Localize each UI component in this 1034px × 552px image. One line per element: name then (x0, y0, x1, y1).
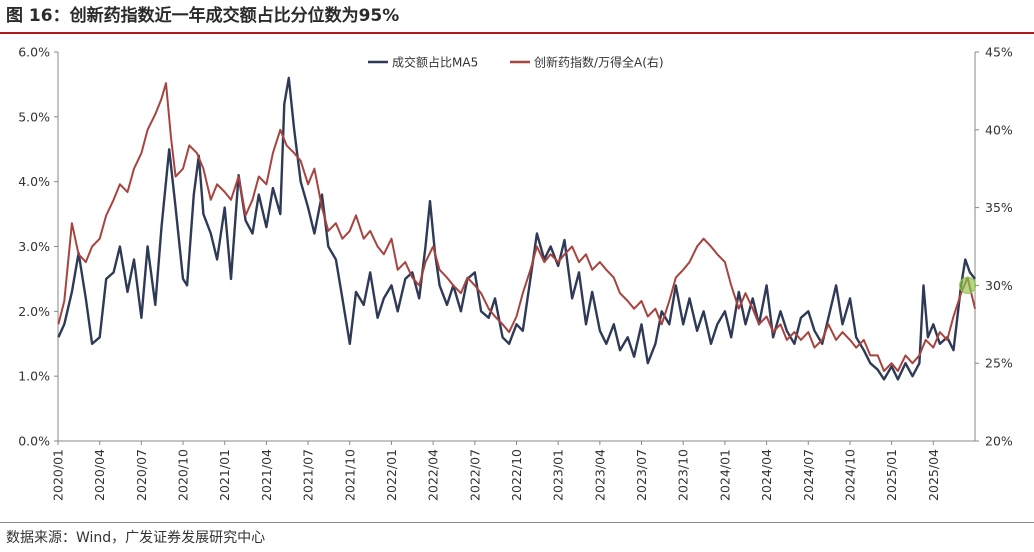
right-axis: 20% 25% 30% 35% 40% 45% (975, 45, 1013, 449)
series-line-innovative-drug-index (57, 82, 976, 372)
x-tick-label: 2022/10 (509, 449, 524, 501)
left-tick-label: 5.0% (18, 109, 50, 124)
series-line-turnover-ma5 (57, 76, 976, 381)
left-tick-label: 6.0% (18, 45, 50, 60)
x-tick-label: 2025/04 (926, 449, 941, 501)
left-tick-label: 0.0% (18, 434, 50, 449)
legend-label: 成交额占比MA5 (392, 55, 478, 70)
left-axis: 0.0% 1.0% 2.0% 3.0% 4.0% 5.0% 6.0% (18, 45, 58, 449)
x-tick-label: 2021/07 (301, 449, 316, 501)
x-axis: 2020/01 2020/04 2020/07 2020/10 2021/01 2021/… (51, 441, 941, 501)
x-tick-label: 2022/07 (467, 449, 482, 501)
x-tick-label: 2025/01 (884, 449, 899, 501)
left-tick-label: 4.0% (18, 174, 50, 189)
x-tick-label: 2023/07 (634, 449, 649, 501)
series-layer (57, 76, 977, 381)
right-tick-label: 20% (985, 434, 1013, 449)
x-tick-label: 2021/04 (259, 449, 274, 501)
x-tick-label: 2022/04 (426, 449, 441, 501)
x-tick-label: 2024/07 (801, 449, 816, 501)
right-tick-label: 35% (985, 200, 1013, 215)
highlight-marker (959, 276, 977, 294)
x-tick-label: 2020/04 (92, 449, 107, 501)
legend: 成交额占比MA5 创新药指数/万得全A(右) (368, 55, 664, 70)
x-tick-label: 2020/10 (176, 449, 191, 501)
x-tick-label: 2020/07 (134, 449, 149, 501)
x-tick-label: 2023/01 (551, 449, 566, 501)
x-tick-label: 2022/01 (384, 449, 399, 501)
x-tick-label: 2023/04 (592, 449, 607, 501)
footer-rule (0, 522, 1034, 523)
right-tick-label: 45% (985, 45, 1013, 60)
x-tick-label: 2021/01 (217, 449, 232, 501)
chart-title: 图 16：创新药指数近一年成交额占比分位数为95% (6, 6, 400, 26)
right-tick-label: 40% (985, 122, 1013, 137)
x-tick-label: 2023/10 (676, 449, 691, 501)
source-note: 数据来源：Wind，广发证券发展研究中心 (6, 530, 266, 546)
x-tick-label: 2024/04 (759, 449, 774, 501)
left-tick-label: 1.0% (18, 369, 50, 384)
x-tick-label: 2024/10 (842, 449, 857, 501)
left-tick-label: 2.0% (18, 304, 50, 319)
title-rule (0, 32, 1034, 34)
x-tick-label: 2021/10 (342, 449, 357, 501)
x-tick-label: 2020/01 (51, 449, 66, 501)
legend-label: 创新药指数/万得全A(右) (534, 55, 664, 70)
plot-frame (57, 52, 976, 442)
left-tick-label: 3.0% (18, 239, 50, 254)
right-tick-label: 30% (985, 278, 1013, 293)
right-tick-label: 25% (985, 356, 1013, 371)
x-tick-label: 2024/01 (717, 449, 732, 501)
